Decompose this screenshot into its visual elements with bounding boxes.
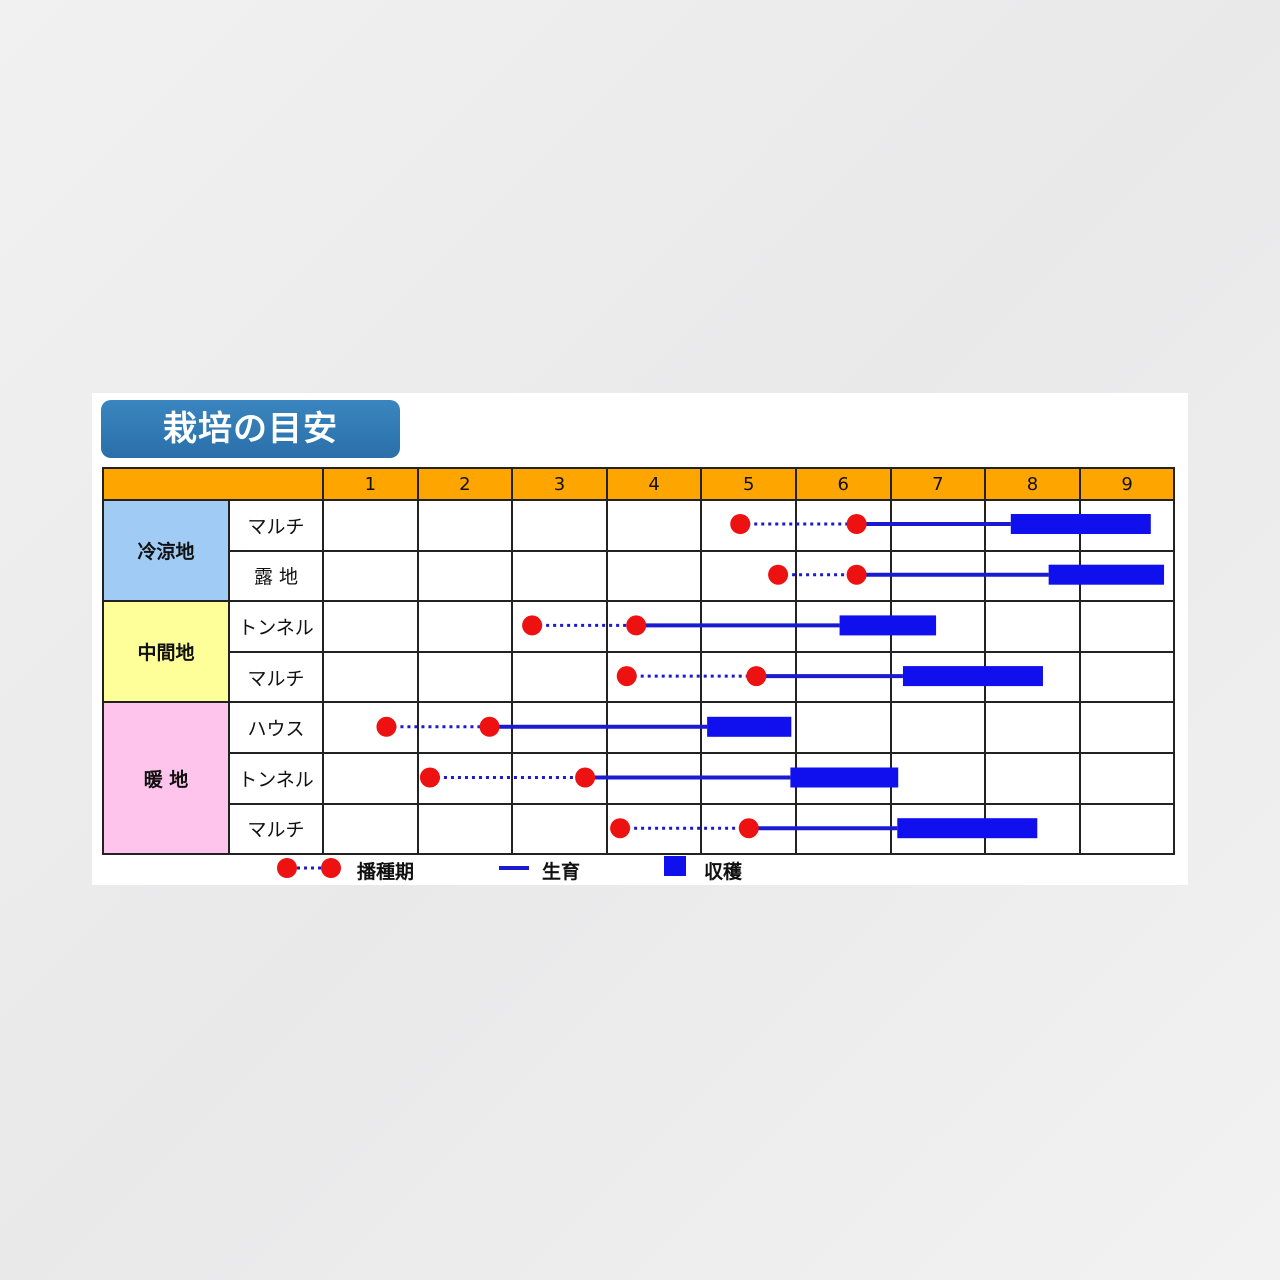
month-cell [322,549,419,603]
month-cell [984,751,1081,805]
month-header: 5 [700,467,797,501]
harvest-bar [1048,564,1165,585]
month-cell [416,650,514,704]
method-label: マルチ [228,499,324,552]
sowing-end-dot [479,716,500,737]
month-cell [511,650,608,704]
legend-sowing-icon [277,858,341,878]
sowing-end-dot [746,666,767,687]
method-label: トンネル [228,751,324,805]
month-cell [322,650,419,704]
harvest-bar [839,615,937,636]
month-cell [322,751,419,805]
month-cell [1078,802,1176,856]
legend-sowing-label: 播種期 [357,861,415,883]
sowing-start-dot [610,818,631,839]
legend-harvest-icon [664,856,686,876]
month-cell [1078,751,1176,805]
month-cell [416,499,514,552]
month-cell [1078,650,1176,704]
method-label: マルチ [228,802,324,856]
month-cell [322,600,419,653]
month-header: 8 [984,467,1081,501]
harvest-bar [707,716,792,737]
month-cell [984,600,1081,653]
method-label: 露 地 [228,549,324,603]
month-cell [1078,600,1176,653]
legend-growth-icon [499,866,529,870]
sowing-start-dot [730,514,751,534]
month-cell [416,600,514,653]
sowing-start-dot [616,666,637,687]
table-row: 露 地 [103,549,1176,603]
month-header: 2 [416,467,514,501]
sowing-start-dot [522,615,543,636]
region-label: 暖 地 [102,701,230,856]
month-header: 1 [322,467,419,501]
month-cell [605,499,703,552]
sowing-end-dot [626,615,647,636]
method-label: ハウス [228,701,324,754]
harvest-bar [902,666,1043,687]
cultivation-schedule-card: 栽培の目安 1 2 3 4 5 6 7 8 9 冷涼地 マルチ露 地中間地 トンネル マルチ暖 地ハウス… [92,393,1188,885]
month-cell [794,701,892,754]
month-cell [889,751,987,805]
header-blank [102,467,324,501]
region-label: 中間地 [102,600,230,704]
month-header: 3 [511,467,608,501]
month-cell [322,499,419,552]
month-header: 6 [794,467,892,501]
month-cell [1078,701,1176,754]
harvest-bar [790,767,899,788]
month-cell [605,549,703,603]
month-header: 7 [889,467,987,501]
legend: 播種期 生育 収穫 [92,853,1188,883]
legend-growth-label: 生育 [542,861,581,883]
month-cell [889,701,987,754]
schedule-marks [376,514,1165,839]
harvest-bar [1010,514,1151,534]
month-cell [416,751,514,805]
month-cell [416,549,514,603]
month-cell [322,802,419,856]
legend-harvest-label: 収穫 [704,861,743,883]
chart-title: 栽培の目安 [101,400,400,458]
sowing-end-dot [738,818,759,839]
month-cell [416,802,514,856]
month-cell [511,802,608,856]
harvest-bar [897,818,1038,839]
sowing-end-dot [846,564,867,585]
month-cell [511,751,608,805]
month-cell [511,499,608,552]
method-label: トンネル [228,600,324,653]
month-cell [984,701,1081,754]
method-label: マルチ [228,650,324,704]
sowing-start-dot [419,767,440,788]
sowing-end-dot [846,514,867,534]
month-cell [511,549,608,603]
sowing-start-dot [376,716,397,737]
month-header: 9 [1078,467,1176,501]
month-header: 4 [605,467,703,501]
sowing-end-dot [575,767,596,788]
sowing-start-dot [768,564,789,585]
region-label: 冷涼地 [102,498,230,603]
